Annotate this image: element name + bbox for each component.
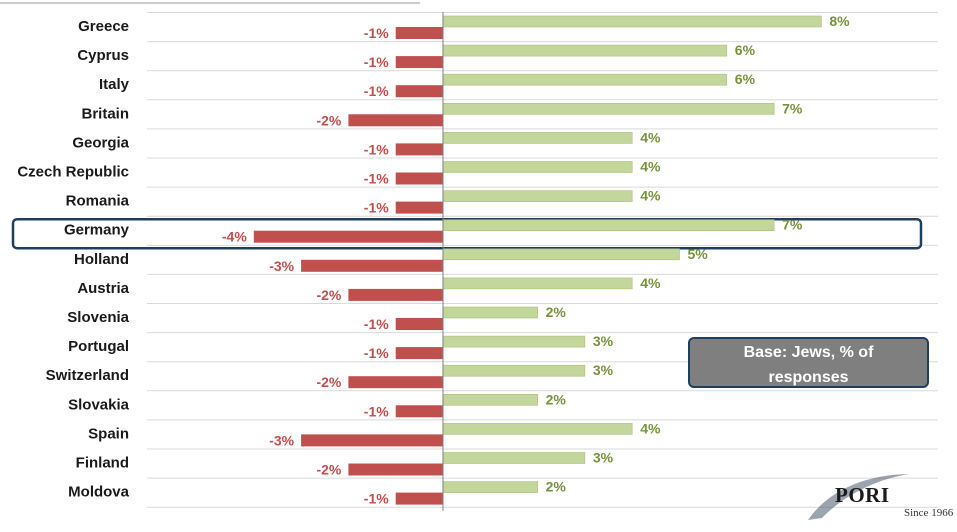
bar-positive-finland (442, 452, 586, 464)
data-label-negative-finland: -2% (316, 462, 341, 478)
data-label-positive-finland: 3% (593, 450, 614, 466)
bar-positive-austria (442, 277, 633, 290)
pori-logo: PORI (835, 483, 890, 507)
bar-positive-portugal (442, 335, 586, 348)
data-label-negative-britain: -2% (316, 112, 341, 128)
bar-positive-italy (442, 73, 728, 86)
country-label-czech-republic: Czech Republic (17, 164, 129, 181)
country-label-portugal: Portugal (68, 338, 129, 355)
data-label-negative-portugal: -1% (364, 345, 389, 361)
data-label-negative-romania: -1% (364, 200, 389, 216)
data-label-negative-czech-republic: -1% (364, 171, 389, 187)
bar-positive-slovakia (442, 393, 538, 406)
highlight-box-germany (11, 217, 923, 250)
country-label-italy: Italy (99, 76, 130, 93)
data-label-negative-slovenia: -1% (364, 316, 389, 332)
pori-logo-swoosh (808, 474, 910, 520)
data-label-negative-italy: -1% (364, 83, 389, 99)
data-label-negative-germany: -4% (222, 229, 247, 245)
data-label-positive-italy: 6% (735, 71, 756, 87)
bar-negative-slovenia (395, 318, 443, 330)
data-label-positive-germany: 7% (782, 217, 803, 233)
bar-positive-holland (442, 248, 680, 261)
base-annotation-box: Base: Jews, % of responses (688, 337, 929, 388)
data-label-positive-slovakia: 2% (546, 391, 567, 407)
bars (253, 15, 822, 505)
bar-negative-italy (395, 85, 443, 98)
data-label-positive-georgia: 4% (640, 129, 661, 145)
bar-positive-greece (442, 15, 822, 28)
bar-negative-finland (348, 463, 443, 476)
data-label-positive-britain: 7% (782, 100, 803, 116)
bar-positive-moldova (442, 481, 538, 493)
bar-positive-cyprus (442, 44, 728, 57)
bar-negative-holland (301, 259, 443, 272)
data-label-positive-holland: 5% (688, 246, 709, 262)
data-label-positive-romania: 4% (640, 188, 661, 204)
data-label-negative-georgia: -1% (364, 141, 389, 157)
country-label-cyprus: Cyprus (77, 47, 129, 64)
country-label-romania: Romania (66, 193, 130, 210)
bar-positive-spain (442, 423, 633, 435)
data-label-positive-moldova: 2% (546, 479, 567, 495)
data-label-positive-portugal: 3% (593, 333, 614, 349)
country-label-holland: Holland (74, 251, 129, 268)
data-label-positive-czech-republic: 4% (640, 159, 661, 175)
base-annotation-line1: Base: Jews, % of (743, 344, 874, 361)
bar-negative-austria (348, 288, 443, 301)
data-label-negative-slovakia: -1% (364, 403, 389, 419)
country-label-slovenia: Slovenia (67, 309, 129, 326)
bar-negative-spain (301, 434, 443, 447)
country-label-georgia: Georgia (72, 134, 129, 151)
country-label-switzerland: Switzerland (46, 367, 129, 384)
data-label-negative-switzerland: -2% (316, 374, 341, 390)
bar-negative-portugal (395, 347, 443, 360)
bar-negative-switzerland (348, 376, 443, 389)
country-label-greece: Greece (78, 18, 129, 35)
country-label-slovakia: Slovakia (68, 396, 130, 413)
data-label-positive-spain: 4% (640, 420, 661, 436)
data-label-negative-spain: -3% (269, 432, 294, 448)
bar-positive-germany (442, 219, 775, 231)
country-label-finland: Finland (76, 455, 129, 472)
bar-negative-germany (253, 230, 443, 243)
bar-positive-slovenia (442, 306, 538, 319)
data-label-positive-switzerland: 3% (593, 362, 614, 378)
bar-negative-moldova (395, 492, 443, 505)
highlight-layer (11, 217, 923, 250)
bar-negative-greece (395, 27, 443, 39)
bar-negative-georgia (395, 143, 443, 156)
base-annotation-line2: responses (768, 369, 849, 386)
bar-negative-slovakia (395, 405, 443, 418)
data-label-positive-slovenia: 2% (546, 304, 567, 320)
bar-positive-switzerland (442, 364, 586, 377)
data-label-positive-austria: 4% (640, 275, 661, 291)
country-label-austria: Austria (77, 280, 129, 297)
data-label-negative-greece: -1% (364, 25, 389, 41)
bar-positive-britain (442, 103, 775, 115)
bar-negative-romania (395, 201, 443, 214)
pori-tagline: Since 1966 (904, 507, 954, 519)
data-label-negative-moldova: -1% (364, 491, 389, 507)
data-label-negative-austria: -2% (316, 287, 341, 303)
bar-positive-georgia (442, 132, 633, 144)
bar-positive-czech-republic (442, 161, 633, 173)
bar-negative-britain (348, 114, 443, 127)
bar-negative-czech-republic (395, 172, 443, 185)
data-label-negative-holland: -3% (269, 258, 294, 274)
country-label-spain: Spain (88, 425, 129, 442)
data-label-positive-greece: 8% (829, 13, 850, 29)
data-label-positive-cyprus: 6% (735, 42, 756, 58)
data-label-negative-cyprus: -1% (364, 54, 389, 70)
labels: Greece 8% -1% Cyprus 6% -1% Italy 6% -1% Britain 7… (17, 13, 850, 507)
bar-positive-romania (442, 190, 633, 202)
country-label-germany: Germany (64, 222, 130, 239)
country-label-moldova: Moldova (68, 484, 129, 501)
country-label-britain: Britain (81, 105, 129, 122)
bar-negative-cyprus (395, 56, 443, 69)
